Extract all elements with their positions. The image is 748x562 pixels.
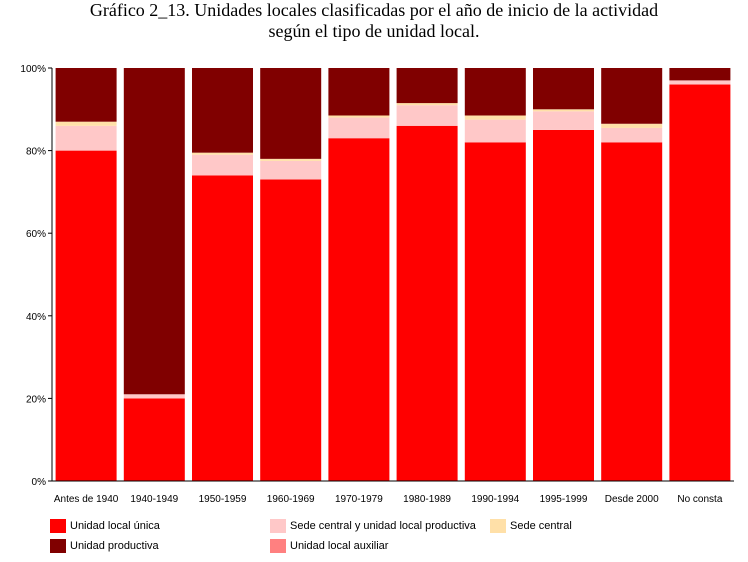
bar-segment: [192, 68, 253, 153]
bar-segment: [55, 121, 117, 126]
y-tick-label: 100%: [20, 64, 46, 75]
bar-segment: [669, 68, 731, 81]
legend-swatch: [270, 539, 286, 553]
bar-segment: [601, 127, 663, 143]
bar-segment: [192, 175, 253, 481]
bar-segment: [464, 142, 526, 481]
legend-label: Unidad local única: [70, 520, 160, 532]
legend-label: Unidad local auxiliar: [290, 540, 389, 552]
x-tick-label: 1990-1994: [471, 494, 519, 505]
legend-swatch: [270, 519, 286, 533]
x-tick-label: 1950-1959: [199, 494, 247, 505]
legend-swatch: [490, 519, 506, 533]
bar-segment: [123, 68, 185, 395]
bar-segment: [328, 68, 390, 116]
legend-item: Unidad local auxiliar: [270, 539, 388, 553]
bar-segment: [464, 68, 526, 116]
chart-title-line-2: según el tipo de unidad local.: [268, 21, 480, 41]
legend-label: Unidad productiva: [70, 540, 159, 552]
bar-segment: [260, 68, 322, 159]
legend-swatch: [50, 539, 66, 553]
y-tick-label: 0%: [32, 477, 47, 488]
bar-segment: [328, 117, 390, 139]
x-tick-label: Desde 2000: [605, 494, 659, 505]
bar-segment: [192, 154, 253, 176]
bar-segment: [328, 115, 390, 118]
bar-segment: [328, 138, 390, 481]
bar-segment: [601, 123, 663, 128]
x-tick-label: 1960-1969: [267, 494, 315, 505]
legend-swatch: [50, 519, 66, 533]
x-tick-label: 1970-1979: [335, 494, 383, 505]
bar-segment: [260, 179, 322, 481]
legend-item: Sede central y unidad local productiva: [270, 519, 476, 533]
y-tick-label: 40%: [26, 312, 46, 323]
bar-segment: [260, 160, 322, 180]
x-tick-label: 1980-1989: [403, 494, 451, 505]
legend-label: Sede central y unidad local productiva: [290, 520, 476, 532]
x-tick-label: No consta: [677, 494, 722, 505]
bar-segment: [669, 84, 731, 482]
bar-segment: [260, 158, 322, 161]
x-tick-label: 1940-1949: [130, 494, 178, 505]
x-tick-label: 1995-1999: [540, 494, 588, 505]
legend-item: Unidad productiva: [50, 539, 159, 553]
chart-title-line-1: Gráfico 2_13. Unidades locales clasifica…: [89, 0, 659, 20]
y-tick-label: 60%: [26, 229, 46, 240]
legend-label: Sede central: [510, 520, 572, 532]
bar-segment: [533, 129, 594, 481]
bar-segment: [55, 125, 117, 151]
bar-segment: [533, 111, 594, 130]
bar-segment: [669, 80, 731, 85]
bar-segment: [55, 68, 117, 122]
bar-segment: [396, 125, 458, 481]
y-tick-label: 80%: [26, 147, 46, 158]
legend-item: Sede central: [490, 519, 572, 533]
bar-segment: [464, 115, 526, 120]
bar-segment: [464, 119, 526, 143]
bar-segment: [123, 394, 185, 399]
bar-segment: [533, 109, 594, 112]
bar-segment: [123, 398, 185, 481]
bar-segment: [192, 152, 253, 155]
chart-title: Gráfico 2_13. Unidades locales clasifica…: [0, 0, 748, 42]
bar-segment: [396, 68, 458, 104]
bar-segment: [533, 68, 594, 110]
x-tick-label: Antes de 1940: [54, 494, 119, 505]
bar-segment: [601, 68, 663, 124]
bar-segment: [396, 105, 458, 126]
legend-item: Unidad local única: [50, 519, 160, 533]
bar-segment: [601, 142, 663, 481]
y-tick-label: 20%: [26, 394, 46, 405]
bar-segment: [396, 103, 458, 106]
bar-segment: [55, 150, 117, 481]
